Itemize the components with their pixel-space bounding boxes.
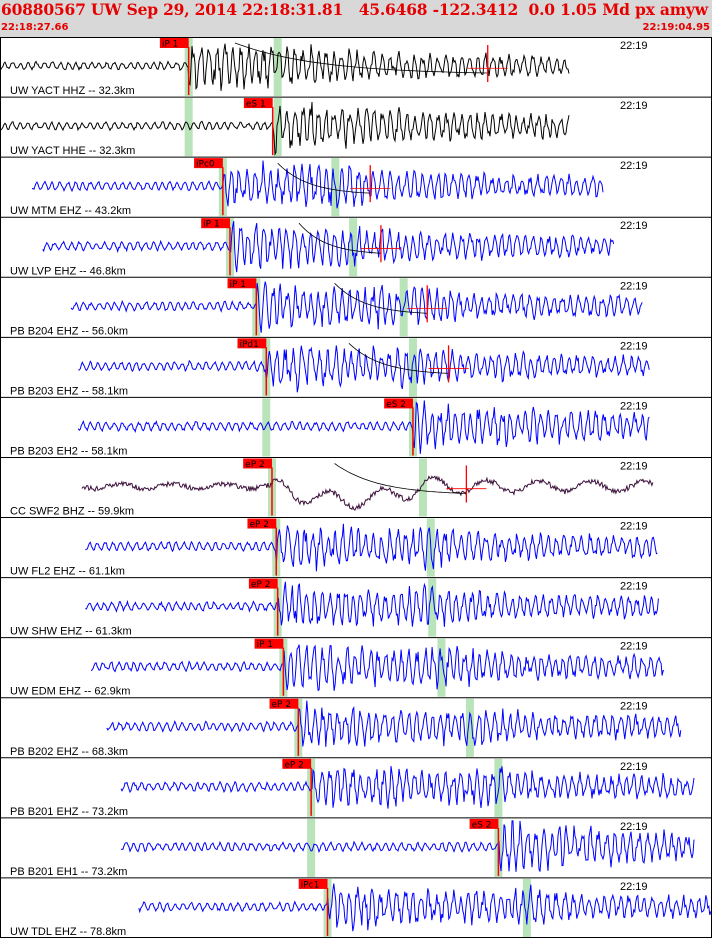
coda-curve [277,162,371,194]
time-tick-label: 22:19 [620,160,648,172]
waveform-trace [90,644,665,692]
station-label: UW TDL EHZ -- 78.8km [10,926,126,938]
pick-flag [243,98,273,109]
pick-flag [298,878,328,889]
pick-label: eS 2 [386,400,406,410]
pick-window-band [418,458,427,517]
station-label: CC SWF2 BHZ -- 59.9km [10,506,134,518]
station-label: PB B203 EHZ -- 58.1km [10,385,128,397]
pick-flag [194,158,223,169]
pick-flag [384,398,413,409]
pick-label: iP 1 [162,40,179,50]
time-tick-label: 22:19 [620,581,648,593]
pick-window-band [437,638,446,697]
waveform-trace [78,345,650,393]
time-tick-label: 22:19 [620,460,648,472]
pick-flag [254,638,284,649]
pick-label: eP 2 [284,760,304,770]
time-tick-label: 22:19 [620,40,648,52]
station-label: UW SHW EHZ -- 61.3km [10,626,132,638]
station-label: PB B204 EHZ -- 56.0km [10,325,128,337]
station-label: UW FL2 EHZ -- 61.1km [10,566,125,578]
waveform-trace [0,43,570,91]
pick-label: eP 2 [245,460,265,470]
waveform-trace [42,221,615,273]
station-label: PB B203 EH2 -- 58.1km [10,445,127,457]
pick-window-band [273,38,282,97]
time-tick-label: 22:19 [620,821,648,833]
pick-window-band [307,818,316,877]
pick-label: iPc0 [196,160,215,170]
pick-label: eP 2 [251,580,271,590]
station-label: PB B202 EHZ -- 68.3km [10,746,128,758]
pick-flag [227,278,257,289]
pick-flag [248,578,278,589]
pick-window-band [349,218,358,277]
station-label: UW YACT HHZ -- 32.3km [10,85,135,97]
waveform-trace [77,400,650,454]
pick-flag [159,38,189,48]
station-label: UW YACT HHE -- 32.3km [10,145,135,157]
event-title: 60880567 UW Sep 29, 2014 22:18:31.81 45.… [1,0,708,19]
pick-window-band [262,398,271,457]
pick-window-band [428,578,437,637]
waveform-trace [31,160,604,209]
waveform-trace [138,883,712,932]
time-tick-label: 22:19 [620,400,648,412]
pick-flag [201,218,230,229]
time-tick-label: 22:19 [620,280,648,292]
time-tick-label: 22:19 [620,641,648,653]
pick-flag [469,818,499,829]
pick-label: eP 2 [249,520,269,530]
time-tick-label: 22:19 [620,100,648,112]
time-tick-label: 22:19 [620,521,648,533]
pick-label: eP 2 [272,700,292,710]
waveform-trace [70,281,643,333]
coda-curve [334,463,467,494]
window-end-time: 22:19:04.95 [642,22,710,33]
waveform-trace [106,700,682,747]
station-label: PB B201 EHZ -- 73.2km [10,806,128,818]
time-tick-label: 22:19 [620,701,648,713]
pick-flag [269,698,299,709]
pick-label: iPd1 [239,340,258,350]
event-header: 60880567 UW Sep 29, 2014 22:18:31.81 45.… [0,0,712,37]
coda-curve [298,222,381,254]
pick-label: iPc1 [301,880,320,890]
waveform-trace [85,581,659,627]
waveform-trace [0,101,570,156]
pick-flag [243,458,272,469]
waveform-trace [85,523,658,572]
pick-window-band [465,698,474,757]
plot-frame [0,37,712,938]
pick-window-band [522,878,531,937]
pick-label: eS 1 [246,100,266,110]
station-label: UW MTM EHZ -- 43.2km [10,205,131,217]
pick-window-band [408,338,417,397]
time-tick-label: 22:19 [620,340,648,352]
coda-curve [348,343,449,374]
time-tick-label: 22:19 [620,881,648,893]
pick-window-band [273,98,282,157]
station-label: PB B201 EH1 -- 73.2km [10,866,127,878]
coda-curve [234,42,488,74]
pick-label: eS 2 [472,820,492,830]
pick-label: iP 1 [230,280,247,290]
coda-curve [334,283,428,314]
pick-flag [282,758,312,769]
waveform-trace [81,475,654,511]
window-start-time: 22:18:27.66 [1,22,69,33]
waveform-trace [120,766,695,809]
station-label: UW LVP EHZ -- 46.8km [10,265,126,277]
time-tick-label: 22:19 [620,220,648,232]
pick-label: iP 1 [257,640,274,650]
waveform-trace [120,820,695,872]
pick-label: iP 1 [203,220,220,230]
station-label: UW EDM EHZ -- 62.9km [10,686,130,698]
pick-flag [237,338,267,349]
time-tick-label: 22:19 [620,761,648,773]
pick-flag [247,518,277,529]
